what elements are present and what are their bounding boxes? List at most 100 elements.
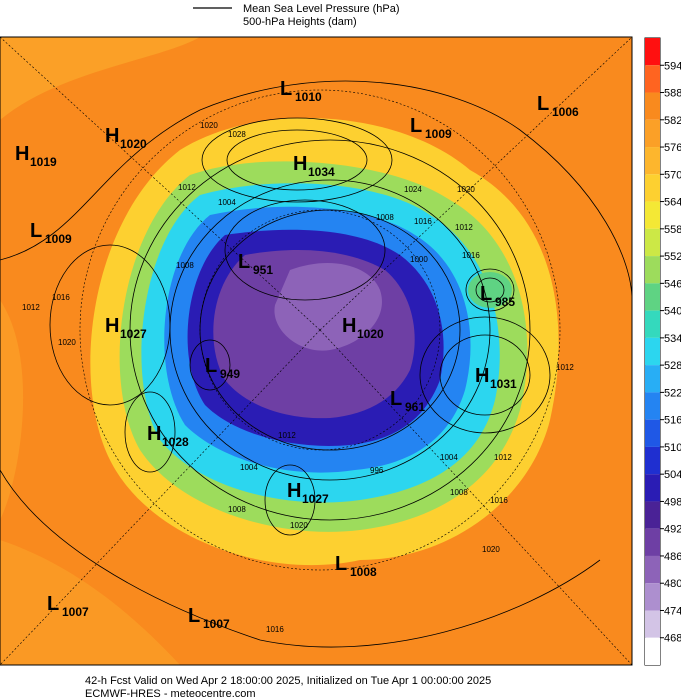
colorbar-label: 576: [664, 142, 681, 154]
center-value: 1009: [425, 127, 452, 141]
center-value: 1007: [203, 617, 230, 631]
contour-label: 1012: [278, 431, 296, 440]
center-value: 1010: [295, 90, 322, 104]
field: [468, 272, 512, 308]
contour-label: 1004: [240, 463, 258, 472]
contour-label: 1000: [410, 255, 428, 264]
colorbar-swatch: [645, 119, 660, 148]
center-value: 949: [220, 367, 240, 381]
contour-label: 1004: [218, 198, 236, 207]
colorbar-swatch: [645, 610, 660, 638]
center-value: 1027: [120, 327, 147, 341]
colorbar-label: 480: [664, 578, 681, 590]
contour-label: 1020: [58, 338, 76, 347]
contour-label: 1012: [494, 453, 512, 462]
colorbar-swatch: [645, 283, 660, 311]
center-type: L: [238, 251, 250, 273]
contour-label: 1016: [414, 217, 432, 226]
center-type: L: [188, 605, 200, 627]
colorbar-swatch: [645, 555, 660, 584]
center-type: H: [475, 365, 489, 387]
colorbar-label: 522: [664, 387, 681, 399]
center-type: L: [390, 388, 402, 410]
colorbar-label: 534: [664, 333, 681, 345]
footer-text: ECMWF-HRES - meteocentre.com: [85, 688, 256, 700]
contour-label: 1020: [200, 121, 218, 130]
footer-text: 42-h Fcst Valid on Wed Apr 2 18:00:00 20…: [85, 675, 491, 687]
center-type: L: [280, 78, 292, 100]
colorbar-swatch: [645, 583, 660, 611]
center-value: 1020: [357, 327, 384, 341]
colorbar-label: 552: [664, 251, 681, 263]
field: [0, 300, 24, 520]
center-value: 1027: [302, 492, 329, 506]
contour-label: 1008: [228, 505, 246, 514]
colorbar-label: 474: [664, 605, 681, 617]
legend-text: 500-hPa Heights (dam): [243, 16, 357, 28]
center-value: 1028: [162, 435, 189, 449]
contour-label: 1012: [22, 303, 40, 312]
contour-label: 1024: [404, 185, 422, 194]
contour-label: 1004: [440, 453, 458, 462]
colorbar-swatch: [645, 310, 660, 338]
colorbar-swatch: [645, 419, 660, 447]
map-frame: [0, 36, 633, 666]
center-type: H: [105, 125, 119, 147]
center-value: 1034: [308, 165, 335, 179]
colorbar-label: 510: [664, 442, 681, 454]
center-value: 961: [405, 400, 425, 414]
contour-label: 1016: [266, 625, 284, 634]
colorbar-swatch: [645, 446, 660, 475]
center-type: L: [335, 553, 347, 575]
contour-label: 1008: [376, 213, 394, 222]
contour-label: 1012: [455, 223, 473, 232]
colorbar-label: 594: [664, 60, 681, 72]
center-type: L: [47, 593, 59, 615]
colorbar-label: 546: [664, 278, 681, 290]
colorbar-label: 570: [664, 169, 681, 181]
colorbar-label: 582: [664, 115, 681, 127]
colorbar-swatch: [645, 528, 660, 556]
contour-label: 1028: [228, 130, 246, 139]
contour-label: 1008: [176, 261, 194, 270]
center-type: L: [410, 115, 422, 137]
center-value: 1007: [62, 605, 89, 619]
colorbar-swatch: [645, 174, 660, 202]
graticule: [0, 36, 633, 666]
colorbar-swatch: [645, 392, 660, 420]
legend-text: Mean Sea Level Pressure (hPa): [243, 3, 400, 15]
contour-label: 1012: [178, 183, 196, 192]
colorbar-swatch: [645, 38, 660, 66]
center-type: H: [147, 423, 161, 445]
colorbar-label: 528: [664, 360, 681, 372]
center-value: 1020: [120, 137, 147, 151]
colorbar-label: 492: [664, 524, 681, 536]
contour-label: 996: [370, 466, 384, 475]
colorbar-swatch: [645, 228, 660, 257]
center-value: 1008: [350, 565, 377, 579]
colorbar-swatch: [645, 365, 660, 393]
colorbar-swatch: [645, 201, 660, 229]
colorbar-swatch: [645, 501, 660, 529]
colorbar-label: 540: [664, 306, 681, 318]
colorbar-swatch: [645, 92, 660, 120]
colorbar-label: 558: [664, 224, 681, 236]
contour-label: 1008: [450, 488, 468, 497]
colorbar-swatch: [645, 65, 660, 93]
field: [274, 262, 382, 351]
center-type: L: [205, 355, 217, 377]
contour-label: 1012: [556, 363, 574, 372]
center-value: 1019: [30, 155, 57, 169]
center-type: H: [105, 315, 119, 337]
center-value: 951: [253, 263, 273, 277]
colorbar-swatch: [645, 256, 660, 284]
center-value: 985: [495, 295, 515, 309]
colorbar-swatch: [645, 637, 660, 665]
center-type: H: [15, 143, 29, 165]
contour-label: 1020: [482, 545, 500, 554]
colorbar-label: 498: [664, 496, 681, 508]
field: [0, 540, 180, 665]
contour-label: 1020: [290, 521, 308, 530]
